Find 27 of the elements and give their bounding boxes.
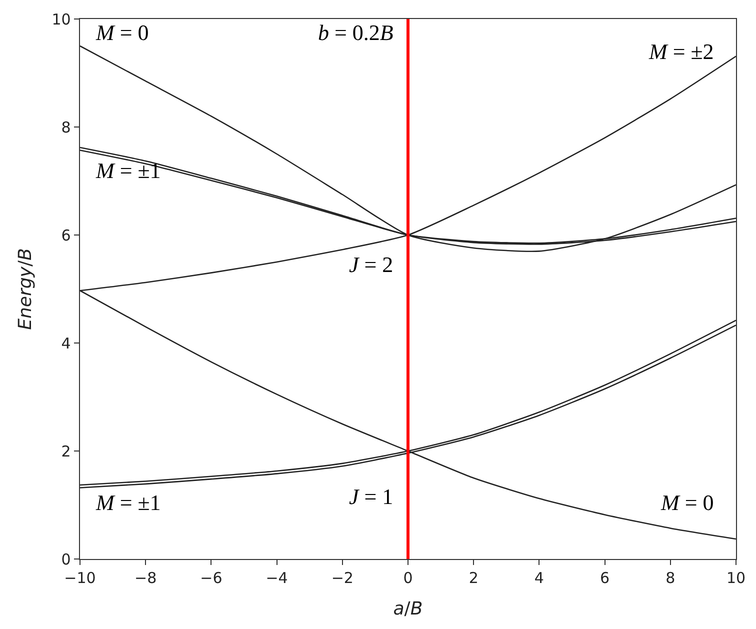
annotation: b = 0.2B (318, 20, 394, 45)
annotation: M = 0 (660, 490, 714, 515)
x-tick-label: −10 (64, 569, 96, 588)
annotation: M = ±1 (95, 490, 161, 515)
annotation: M = 0 (95, 20, 149, 45)
x-tick-label: −4 (266, 569, 288, 588)
x-tick-label: 8 (666, 569, 676, 588)
x-tick-label: −8 (134, 569, 157, 588)
annotation: J = 1 (349, 484, 394, 509)
x-tick-label: 4 (534, 569, 544, 588)
y-tick-label: 6 (61, 226, 71, 244)
y-tick-label: 8 (61, 118, 71, 136)
x-tick-label: −2 (331, 569, 354, 588)
x-tick-label: 10 (726, 569, 746, 588)
x-tick-label: 2 (468, 569, 478, 588)
y-axis-title: Energy/B (14, 248, 36, 330)
y-tick-label: 0 (61, 550, 71, 568)
x-tick-label: 6 (600, 569, 610, 588)
annotation: M = ±2 (648, 39, 714, 64)
x-tick-label: −6 (200, 569, 222, 588)
x-tick-label: 0 (403, 569, 413, 588)
y-tick-label: 2 (61, 442, 71, 460)
annotation: M = ±1 (95, 158, 161, 183)
annotation: J = 2 (349, 252, 394, 277)
x-axis-title: a/B (393, 598, 423, 620)
y-tick-label: 10 (52, 10, 71, 28)
y-tick-label: 4 (61, 334, 71, 352)
